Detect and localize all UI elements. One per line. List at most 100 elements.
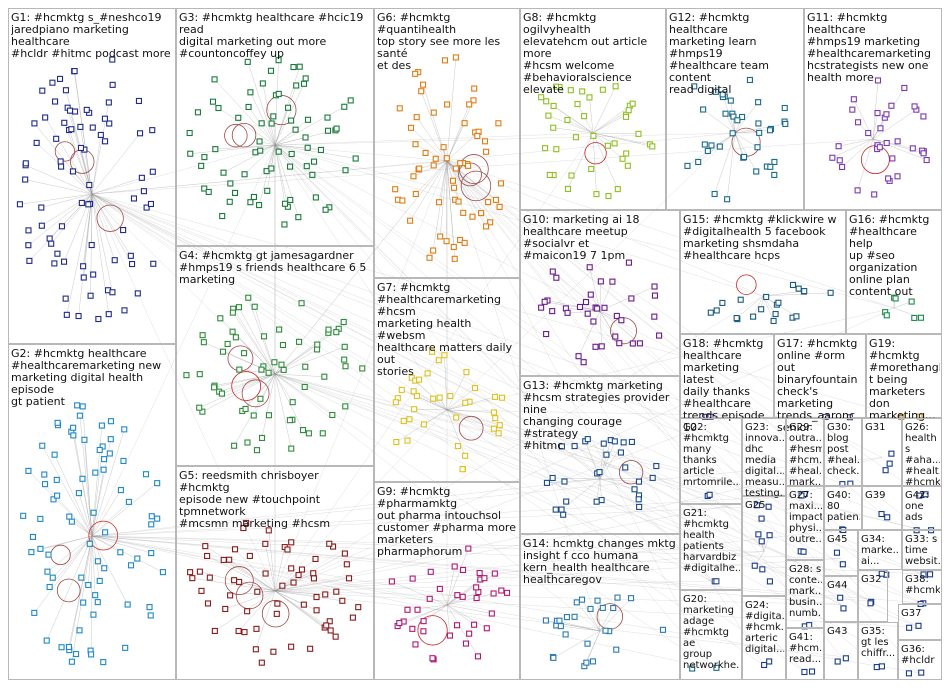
node[interactable] [124,601,131,608]
node[interactable] [305,430,312,437]
node[interactable] [461,239,468,246]
node[interactable] [400,417,407,424]
node[interactable] [258,434,266,441]
node[interactable] [31,609,38,616]
node[interactable] [713,578,720,585]
node[interactable] [430,162,437,169]
node[interactable] [186,129,193,137]
node[interactable] [766,658,773,665]
node[interactable] [882,467,889,474]
node[interactable] [572,134,580,141]
node[interactable] [901,84,908,92]
node[interactable] [625,259,632,266]
node[interactable] [54,492,61,499]
node[interactable] [754,144,761,151]
node[interactable] [430,109,437,116]
node[interactable] [833,549,841,556]
node[interactable] [73,650,80,658]
node[interactable] [460,209,467,216]
node[interactable] [252,646,259,653]
node[interactable] [894,138,901,145]
node[interactable] [704,147,711,155]
node[interactable] [407,124,415,131]
node[interactable] [651,292,658,299]
node[interactable] [836,157,843,164]
node[interactable] [286,417,293,424]
node[interactable] [758,515,765,522]
node[interactable] [129,260,136,268]
node[interactable] [109,81,116,88]
node[interactable] [100,466,107,473]
node[interactable] [301,383,308,390]
node[interactable] [399,197,406,204]
node[interactable] [707,309,714,316]
node[interactable] [695,158,702,166]
node[interactable] [874,77,882,84]
node[interactable] [80,263,87,270]
node[interactable] [463,369,470,376]
node[interactable] [908,298,915,305]
node[interactable] [440,144,447,151]
node[interactable] [750,313,757,320]
node[interactable] [492,415,499,422]
node[interactable] [398,386,405,393]
node[interactable] [751,562,758,569]
node[interactable] [631,486,638,493]
node[interactable] [854,187,861,194]
node[interactable] [107,436,114,443]
node[interactable] [111,257,118,264]
node[interactable] [140,188,147,195]
node[interactable] [441,352,448,359]
node[interactable] [75,490,82,497]
node[interactable] [100,659,107,666]
node[interactable] [459,593,466,600]
node[interactable] [916,492,923,499]
node[interactable] [204,600,212,607]
node[interactable] [691,83,698,90]
node[interactable] [837,594,844,601]
node[interactable] [916,413,923,420]
node[interactable] [850,96,857,103]
node[interactable] [313,607,320,614]
node[interactable] [793,313,800,320]
node[interactable] [729,130,736,137]
node[interactable] [45,551,52,558]
node[interactable] [324,114,331,121]
node[interactable] [766,532,773,539]
node[interactable] [635,478,643,485]
node[interactable] [279,341,287,349]
node[interactable] [75,312,82,320]
node[interactable] [485,199,492,206]
node[interactable] [415,376,423,383]
node[interactable] [550,654,557,661]
node[interactable] [109,289,116,296]
node[interactable] [462,399,469,406]
node[interactable] [584,310,591,317]
node[interactable] [466,630,473,637]
node[interactable] [288,150,295,158]
node[interactable] [343,561,350,568]
node[interactable] [101,138,109,145]
node[interactable] [586,264,593,271]
node[interactable] [602,627,609,634]
node[interactable] [917,314,925,321]
node[interactable] [734,117,741,124]
node[interactable] [542,617,549,624]
node[interactable] [586,94,593,101]
node[interactable] [201,185,208,192]
node[interactable] [61,119,68,126]
node[interactable] [636,340,643,347]
node[interactable] [546,171,553,179]
node[interactable] [326,618,333,625]
node[interactable] [474,653,482,660]
node[interactable] [265,369,272,376]
node[interactable] [746,76,753,84]
node[interactable] [198,162,205,169]
node[interactable] [428,348,436,355]
node[interactable] [95,315,102,323]
node[interactable] [713,307,720,314]
node[interactable] [498,587,505,594]
node[interactable] [227,592,234,599]
node[interactable] [614,594,621,601]
node[interactable] [66,107,74,114]
